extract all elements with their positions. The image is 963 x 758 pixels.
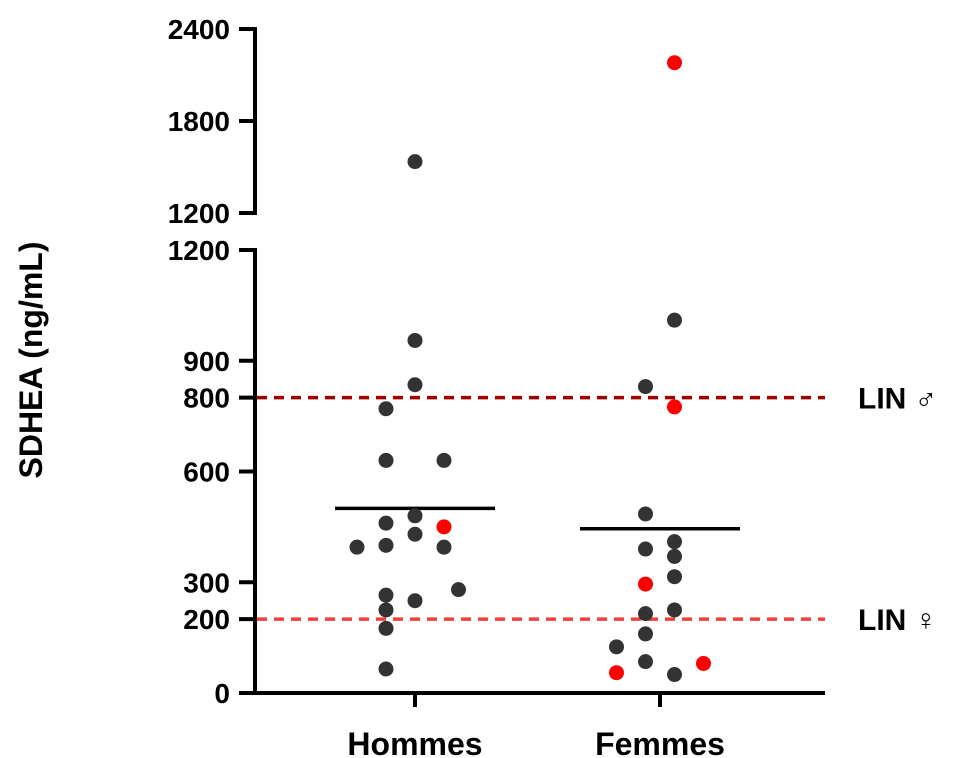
x-tick-label: Hommes: [347, 726, 482, 758]
data-point: [349, 539, 365, 555]
data-point: [667, 569, 682, 585]
y-tick-label: 800: [183, 383, 230, 414]
y-tick-label: 200: [183, 604, 230, 635]
y-tick-label: 1200: [168, 235, 230, 266]
reference-line-label: LIN ♂: [858, 383, 937, 416]
x-tick-label: Femmes: [595, 726, 725, 758]
data-point: [436, 452, 452, 468]
y-tick-label: 1200: [168, 198, 230, 229]
data-point: [378, 620, 394, 636]
y-tick-label: 900: [183, 346, 230, 377]
reference-line-label: LIN ♀: [858, 604, 937, 637]
y-tick-label: 0: [214, 678, 230, 709]
data-point: [696, 655, 711, 671]
y-tick-label: 1800: [168, 106, 230, 137]
data-point: [378, 602, 394, 618]
data-point: [667, 602, 682, 618]
y-tick-label: 2400: [168, 14, 230, 45]
data-point: [638, 506, 653, 522]
data-point: [638, 576, 653, 592]
data-point: [667, 534, 682, 550]
data-point: [667, 399, 682, 415]
data-point: [378, 587, 394, 603]
data-point: [667, 312, 682, 328]
data-point: [407, 593, 423, 609]
data-point: [638, 541, 653, 557]
data-point: [609, 665, 624, 681]
data-point: [667, 667, 682, 683]
data-point: [407, 526, 423, 542]
data-point: [407, 154, 423, 170]
y-tick-label: 300: [183, 567, 230, 598]
data-point: [638, 626, 653, 642]
y-tick-label: 600: [183, 457, 230, 488]
data-point: [378, 537, 394, 553]
data-point: [451, 582, 466, 598]
data-point: [378, 661, 394, 677]
data-point: [638, 379, 653, 395]
data-point: [407, 332, 423, 348]
data-point: [638, 606, 653, 622]
data-point: [407, 377, 423, 393]
data-point: [407, 508, 423, 524]
data-point: [667, 548, 682, 564]
data-point: [609, 639, 624, 655]
data-point: [667, 55, 682, 71]
data-point: [436, 519, 452, 535]
data-point: [436, 539, 452, 555]
data-point: [378, 452, 394, 468]
y-axis-title: SDHEA (ng/mL): [13, 241, 49, 478]
data-point: [378, 401, 394, 417]
data-point: [638, 654, 653, 670]
data-point: [378, 515, 394, 531]
